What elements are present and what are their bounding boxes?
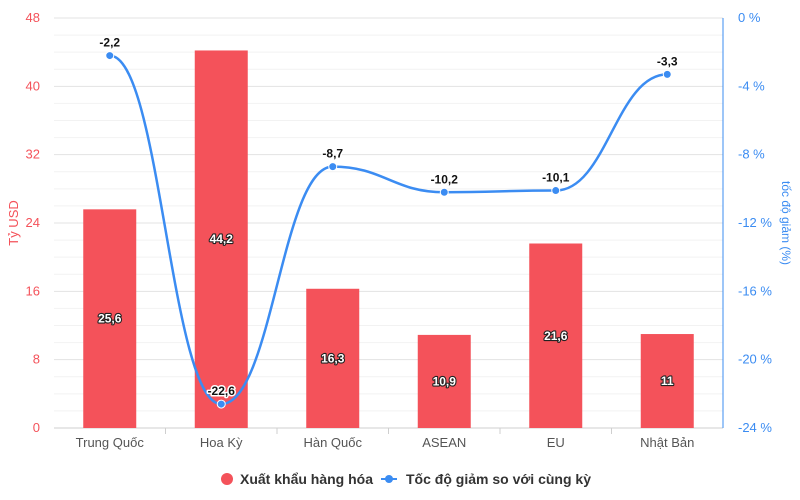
bar[interactable]: [194, 50, 248, 428]
legend-line-marker[interactable]: [385, 475, 393, 483]
bar[interactable]: [306, 288, 360, 428]
y-left-tick-label: 24: [26, 215, 40, 230]
line-data-label: -2,2: [99, 36, 120, 50]
x-tick-label: Hàn Quốc: [303, 435, 362, 450]
y-right-tick-label: -4 %: [738, 78, 765, 93]
y-left-tick-label: 8: [33, 352, 40, 367]
bar[interactable]: [529, 243, 583, 429]
bar-data-label: 16,3: [321, 351, 345, 365]
y-left-tick-label: 48: [26, 10, 40, 25]
x-tick-label: Hoa Kỳ: [200, 435, 243, 450]
bar-data-label: 11: [661, 374, 674, 388]
series-line: [109, 54, 668, 406]
y-left-tick-label: 0: [33, 420, 40, 435]
legend-line-label: Tốc độ giảm so với cùng kỳ: [406, 471, 591, 487]
line-point[interactable]: [551, 186, 561, 196]
y-right-tick-label: -12 %: [738, 215, 772, 230]
line-data-label: -10,1: [542, 171, 570, 185]
line-data-label: -8,7: [322, 147, 343, 161]
x-tick-label: Nhật Bản: [640, 435, 694, 450]
x-tick-label: EU: [547, 435, 565, 450]
y-right-tick-label: -16 %: [738, 283, 772, 298]
y-left-axis-title: Tỷ USD: [6, 200, 21, 246]
y-right-tick-label: -20 %: [738, 352, 772, 367]
y-left-tick-label: 40: [26, 78, 40, 93]
x-tick-label: ASEAN: [422, 435, 466, 450]
legend-bar-marker[interactable]: [221, 473, 233, 485]
bar-data-label: 25,6: [98, 312, 122, 326]
y-right-tick-label: 0 %: [738, 10, 761, 25]
y-right-tick-label: -8 %: [738, 147, 765, 162]
line-point[interactable]: [105, 51, 115, 61]
line-point[interactable]: [216, 399, 226, 409]
bar-data-label: 44,2: [210, 232, 234, 246]
line-data-label: -3,3: [657, 54, 678, 68]
x-tick-label: Trung Quốc: [76, 435, 145, 450]
y-left-tick-label: 16: [26, 283, 40, 298]
line-point[interactable]: [662, 69, 672, 79]
y-right-axis-title: tốc độ giảm (%): [779, 181, 793, 265]
legend-bar-label: Xuất khẩu hàng hóa: [240, 471, 373, 487]
line-data-label: -10,2: [431, 172, 459, 186]
y-left-tick-label: 32: [26, 147, 40, 162]
bar[interactable]: [83, 209, 137, 428]
y-right-tick-label: -24 %: [738, 420, 772, 435]
line-point[interactable]: [328, 162, 338, 172]
bar[interactable]: [417, 334, 471, 428]
line-data-label: -22,6: [208, 384, 236, 398]
line-point[interactable]: [439, 187, 449, 197]
bar[interactable]: [640, 334, 694, 428]
bar-data-label: 21,6: [544, 329, 568, 343]
bar-data-label: 10,9: [433, 374, 457, 388]
